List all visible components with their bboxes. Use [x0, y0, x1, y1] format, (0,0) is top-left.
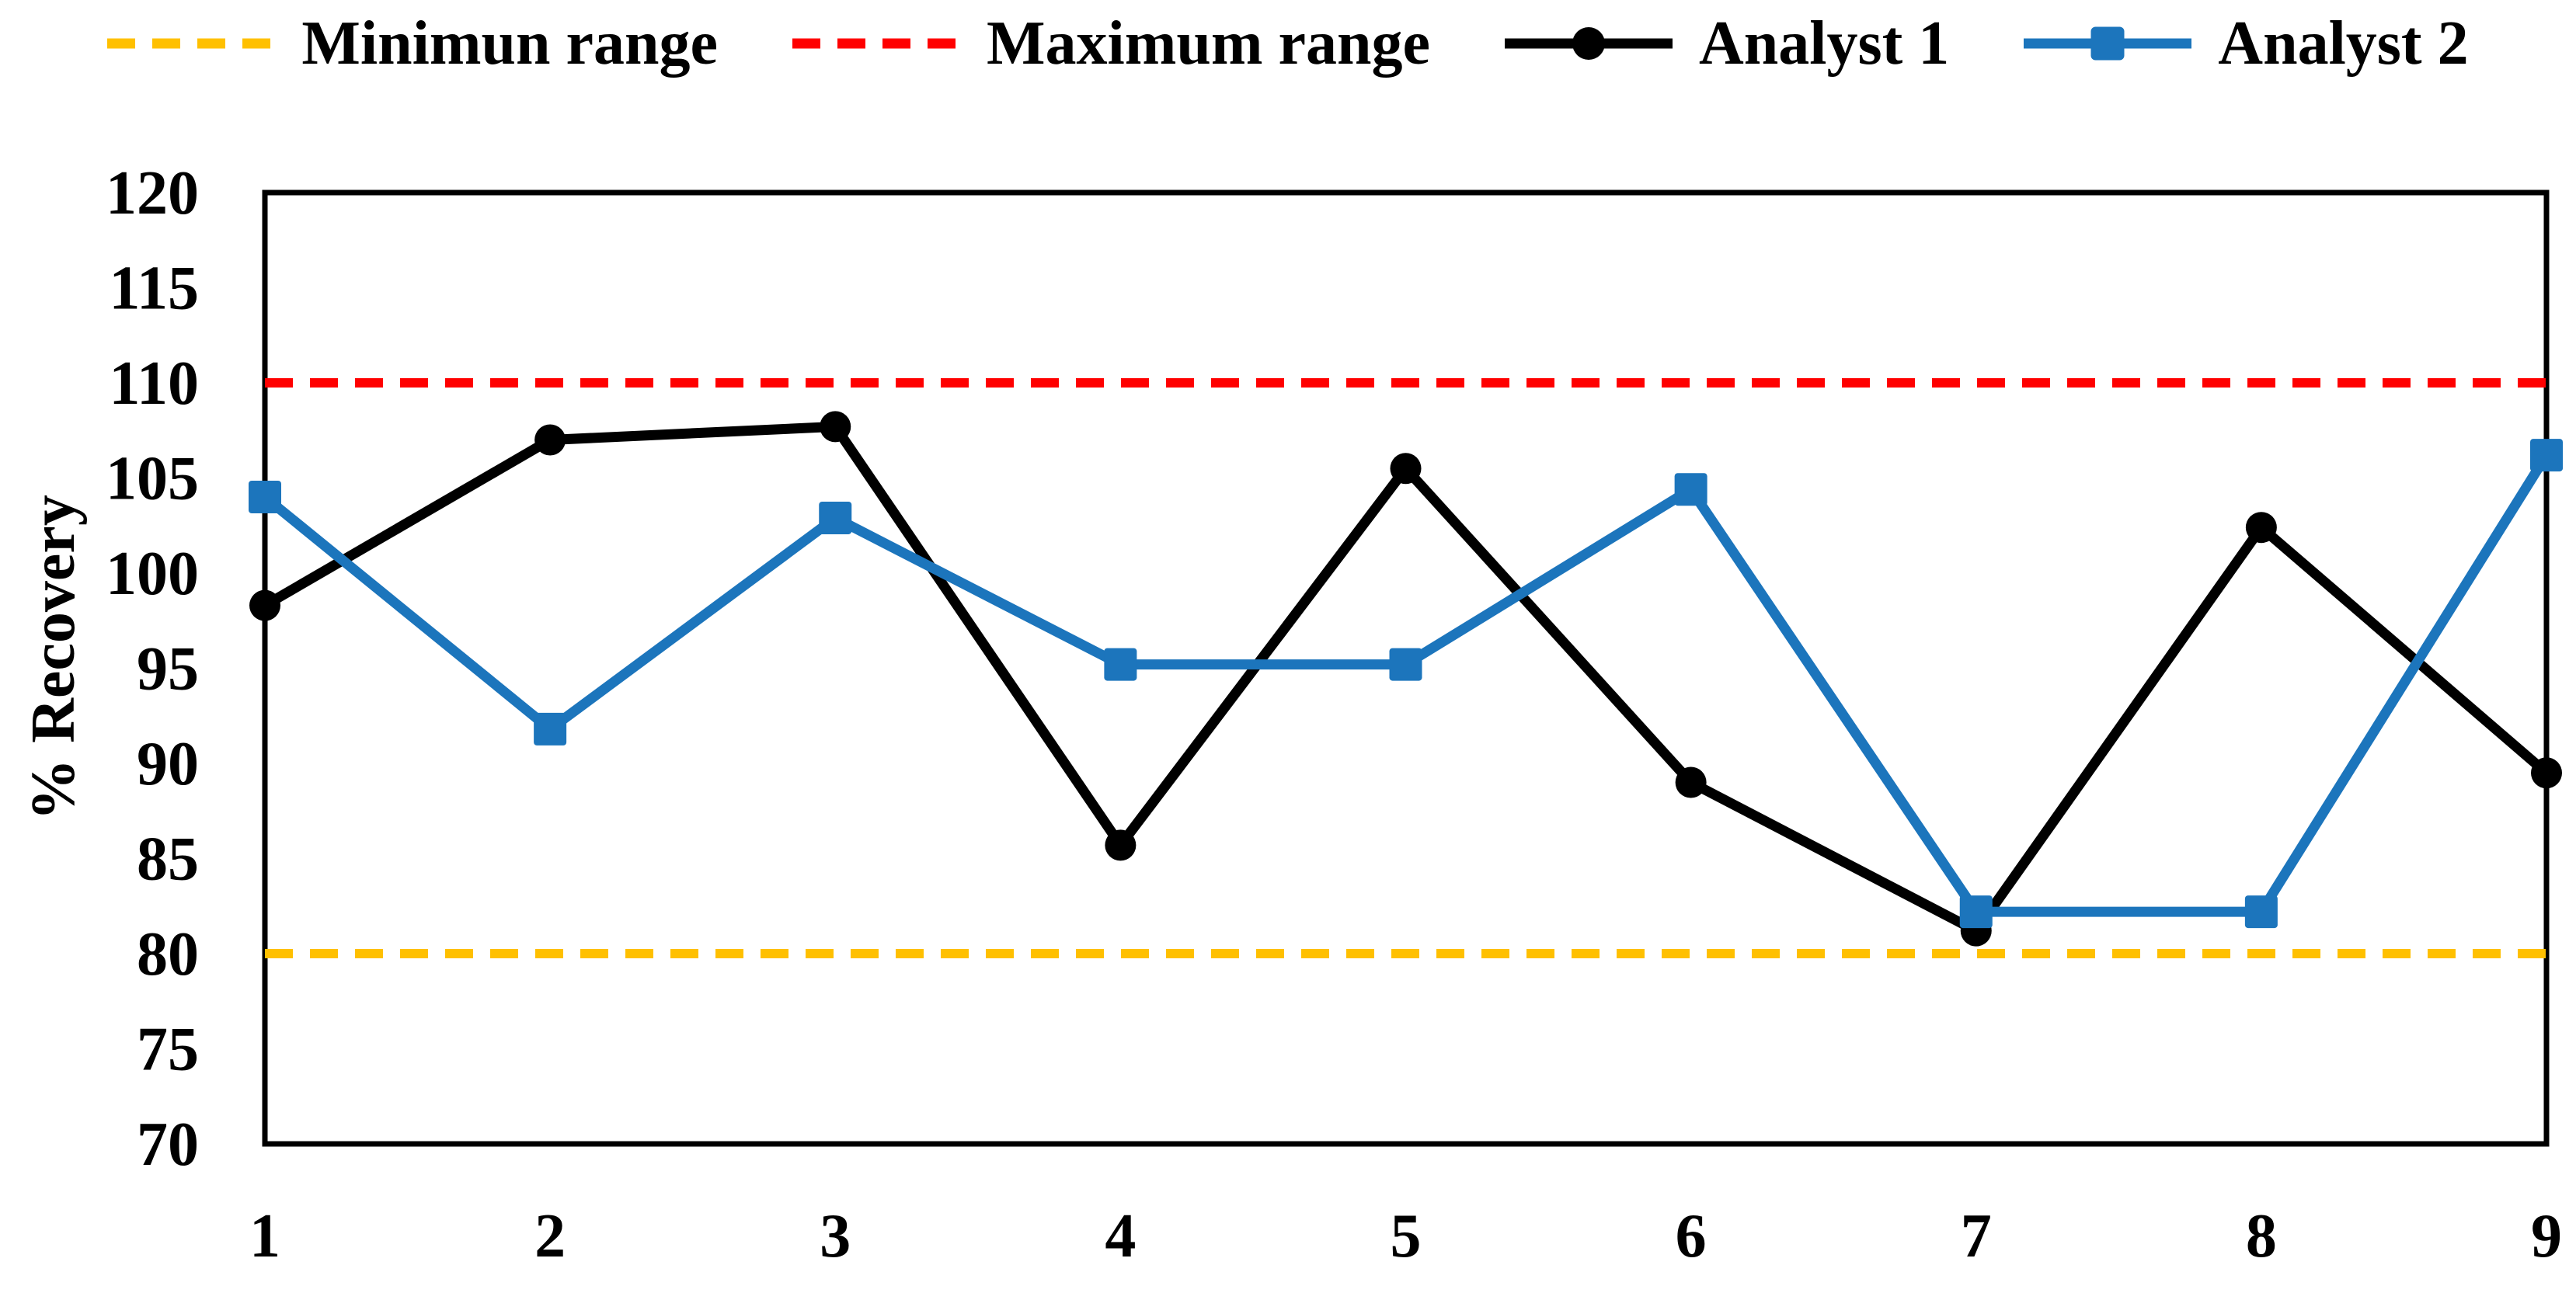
- y-tick-label-75: 75: [137, 1016, 199, 1084]
- y-tick-label-80: 80: [137, 920, 199, 989]
- marker-analyst-1-point-3: [820, 411, 851, 443]
- legend-label-min-range: Minimun range: [301, 9, 719, 78]
- x-tick-label-8: 8: [2246, 1202, 2277, 1270]
- analyst-2-line-swatch: [2024, 24, 2192, 63]
- yellow-dashed-line-sample: [107, 38, 276, 49]
- y-tick-label-105: 105: [106, 445, 199, 513]
- marker-analyst-1-point-9: [2531, 757, 2562, 789]
- marker-analyst-1-point-8: [2245, 512, 2277, 544]
- marker-analyst-2-point-7: [1959, 895, 1993, 929]
- marker-analyst-1-point-4: [1105, 829, 1137, 861]
- red-dashed-line-sample: [792, 38, 961, 49]
- x-tick-label-4: 4: [1105, 1202, 1136, 1270]
- legend-item-min-range: Minimun range: [107, 8, 718, 79]
- min-range-dash-swatch: [107, 24, 276, 63]
- legend-label-analyst-2: Analyst 2: [2218, 9, 2469, 78]
- marker-analyst-2-point-6: [1674, 473, 1707, 506]
- x-tick-label-6: 6: [1676, 1202, 1707, 1270]
- marker-analyst-2-point-4: [1104, 648, 1137, 681]
- marker-analyst-2-point-3: [819, 501, 852, 534]
- legend-item-max-range: Maximum range: [792, 8, 1430, 79]
- plot-border: [262, 189, 2550, 1147]
- marker-analyst-2-point-1: [249, 481, 281, 513]
- y-tick-label-110: 110: [109, 349, 199, 418]
- x-tick-label-9: 9: [2531, 1202, 2562, 1270]
- x-tick-label-2: 2: [534, 1202, 566, 1270]
- y-axis-title: % Recovery: [19, 495, 88, 821]
- x-tick-label-3: 3: [820, 1202, 851, 1270]
- marker-analyst-2-point-8: [2244, 895, 2278, 929]
- y-tick-label-120: 120: [106, 159, 199, 228]
- marker-analyst-2-point-9: [2530, 439, 2563, 472]
- legend-label-analyst-1: Analyst 1: [1699, 9, 1950, 78]
- y-tick-label-70: 70: [137, 1111, 199, 1179]
- legend-label-max-range: Maximum range: [987, 9, 1431, 78]
- y-tick-label-100: 100: [106, 540, 199, 608]
- legend-item-analyst-1: Analyst 1: [1505, 8, 1949, 79]
- square-marker-icon: [2090, 26, 2125, 61]
- x-tick-label-1: 1: [249, 1202, 280, 1270]
- x-tick-label-7: 7: [1961, 1202, 1992, 1270]
- legend: Minimun range Maximum range Analyst 1 An…: [0, 8, 2576, 79]
- y-tick-label-115: 115: [109, 255, 199, 323]
- y-tick-label-95: 95: [137, 635, 199, 704]
- y-tick-label-85: 85: [137, 826, 199, 894]
- circle-marker-icon: [1572, 27, 1606, 60]
- analyst-1-line-swatch: [1505, 24, 1673, 63]
- max-range-dash-swatch: [792, 24, 961, 63]
- marker-analyst-1-point-5: [1390, 453, 1422, 485]
- x-tick-label-5: 5: [1391, 1202, 1422, 1270]
- legend-item-analyst-2: Analyst 2: [2024, 8, 2469, 79]
- marker-analyst-1-point-1: [249, 589, 280, 621]
- marker-analyst-2-point-5: [1389, 648, 1422, 681]
- marker-analyst-2-point-2: [534, 712, 567, 746]
- marker-analyst-1-point-6: [1675, 766, 1707, 798]
- series-line-analyst-2: [261, 452, 2551, 917]
- y-tick-label-90: 90: [137, 730, 199, 798]
- marker-analyst-1-point-2: [534, 424, 566, 456]
